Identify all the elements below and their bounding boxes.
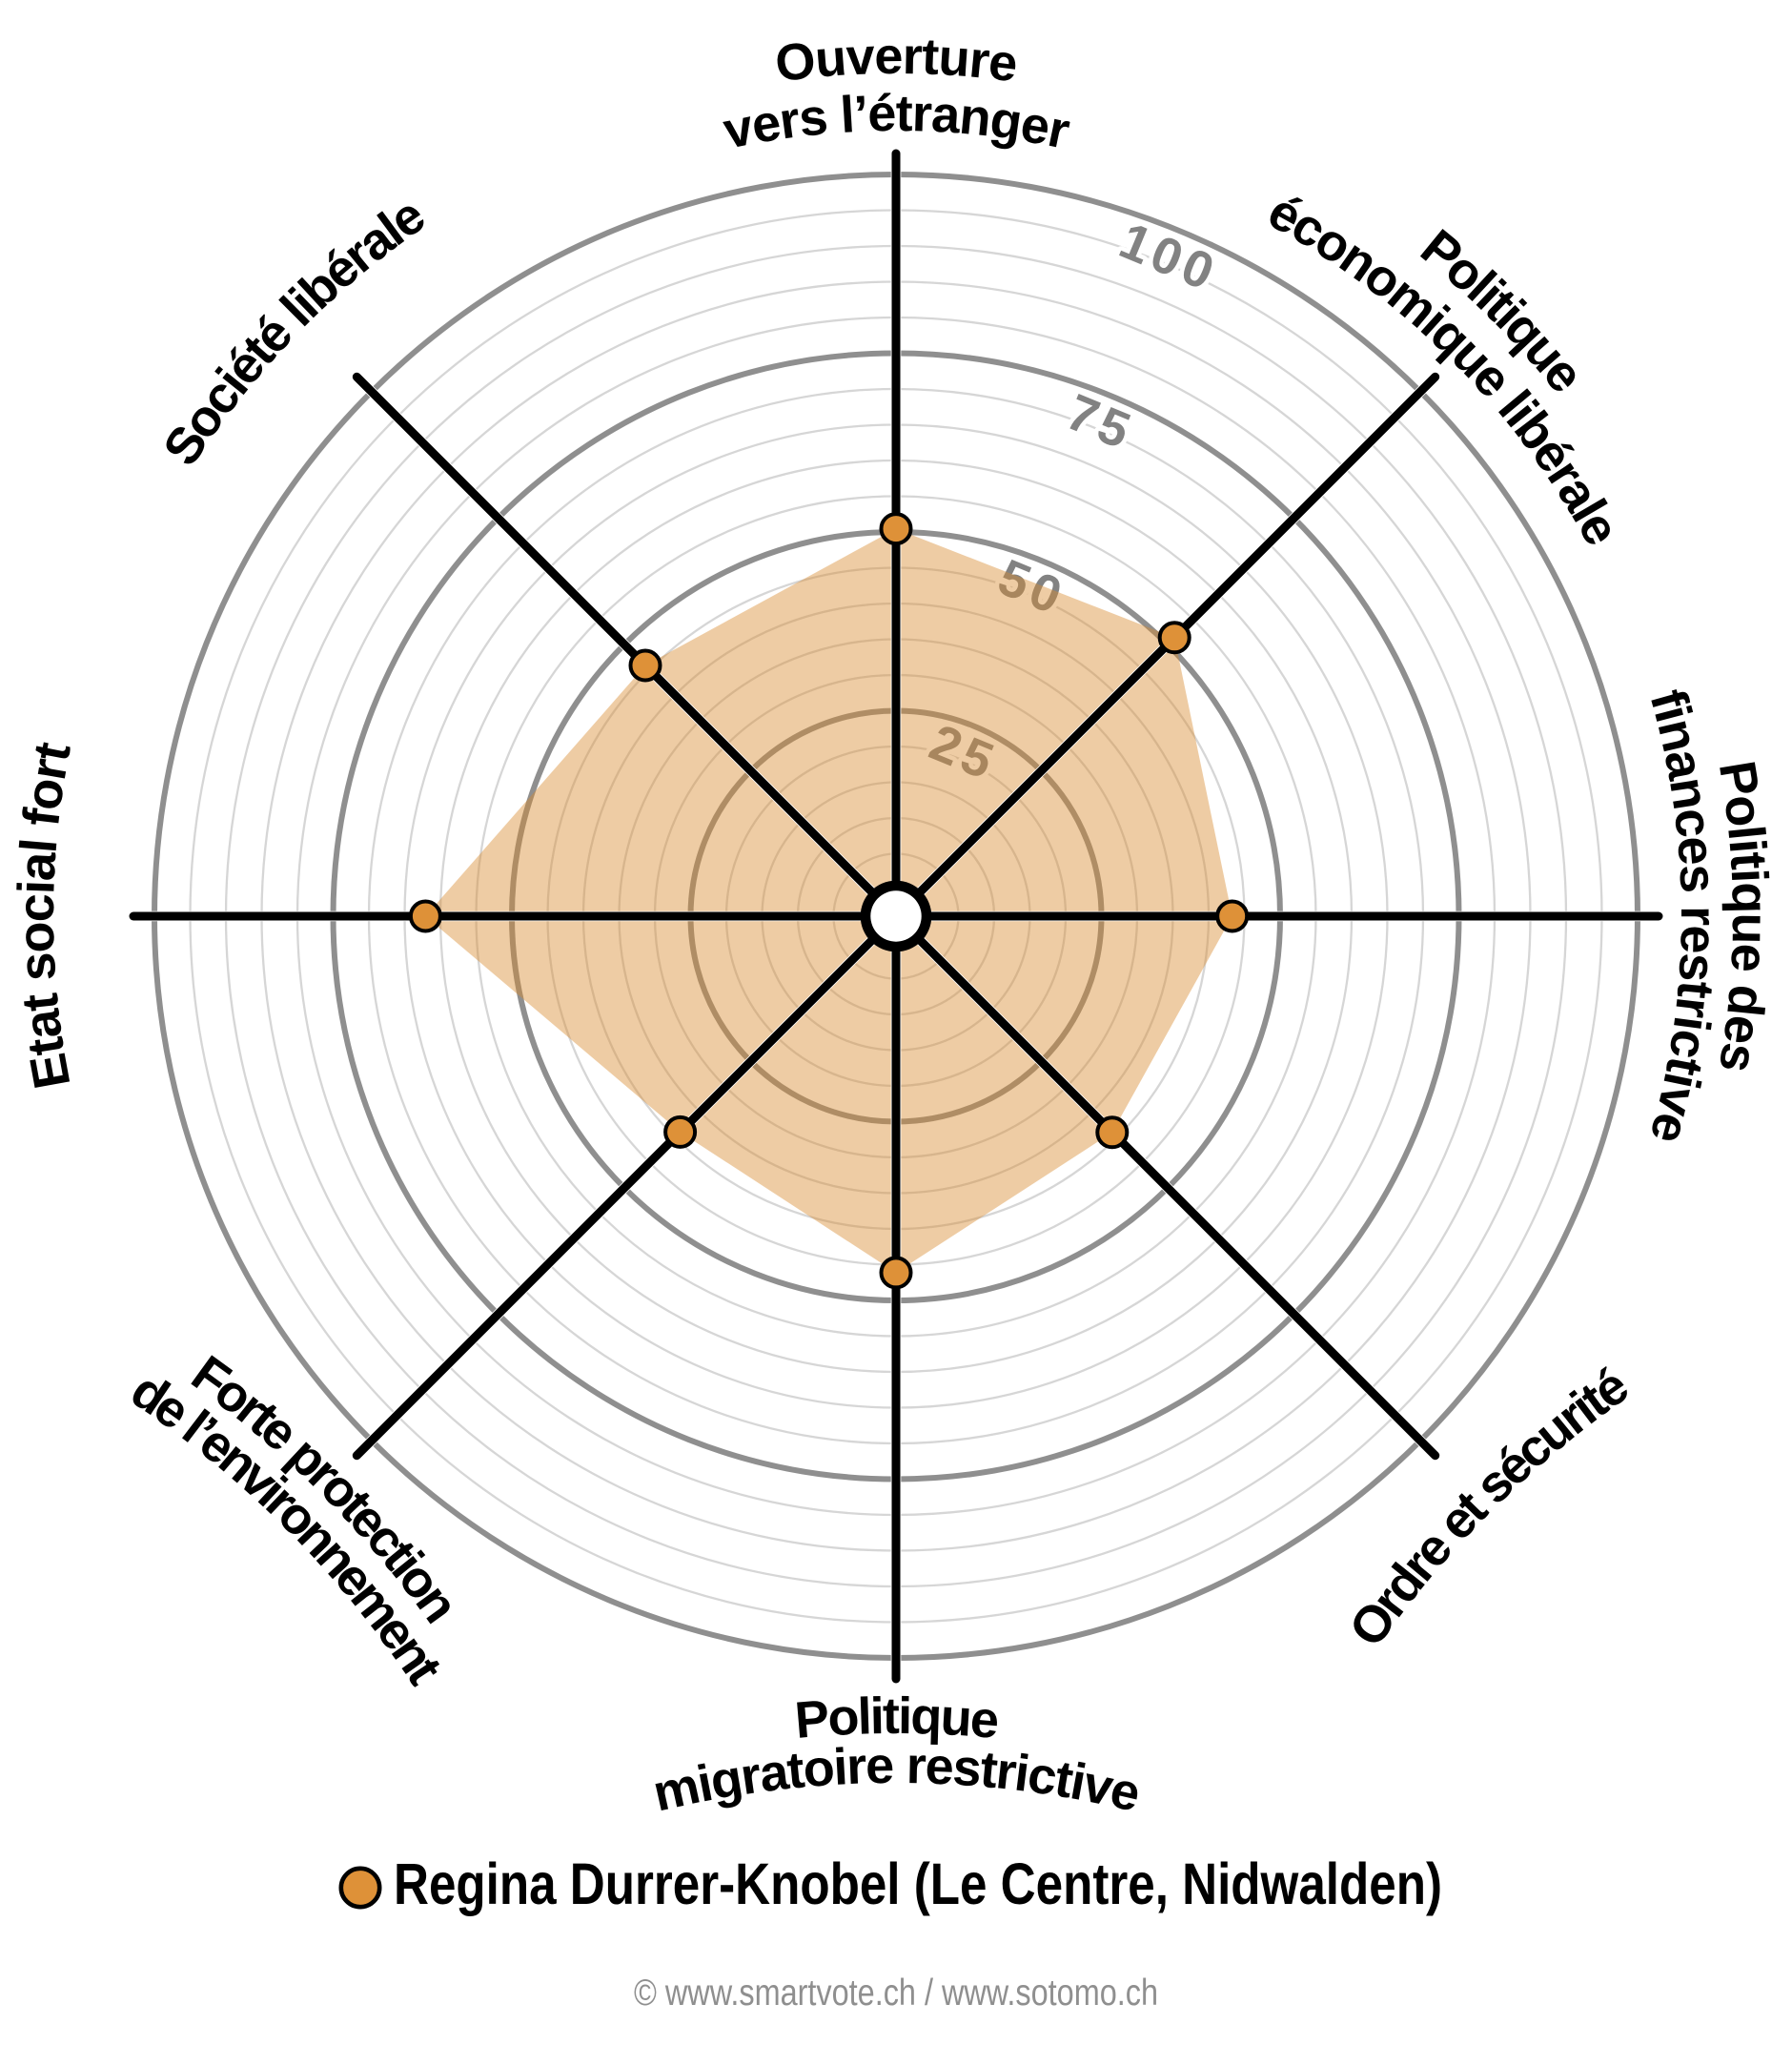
svg-text:Regina Durrer-Knobel (Le Centr: Regina Durrer-Knobel (Le Centre, Nidwald… [394, 1851, 1442, 1916]
svg-text:Ouverture: Ouverture [772, 28, 1020, 93]
svg-text:© www.smartvote.ch / www.sotom: © www.smartvote.ch / www.sotomo.ch [634, 1973, 1158, 2014]
